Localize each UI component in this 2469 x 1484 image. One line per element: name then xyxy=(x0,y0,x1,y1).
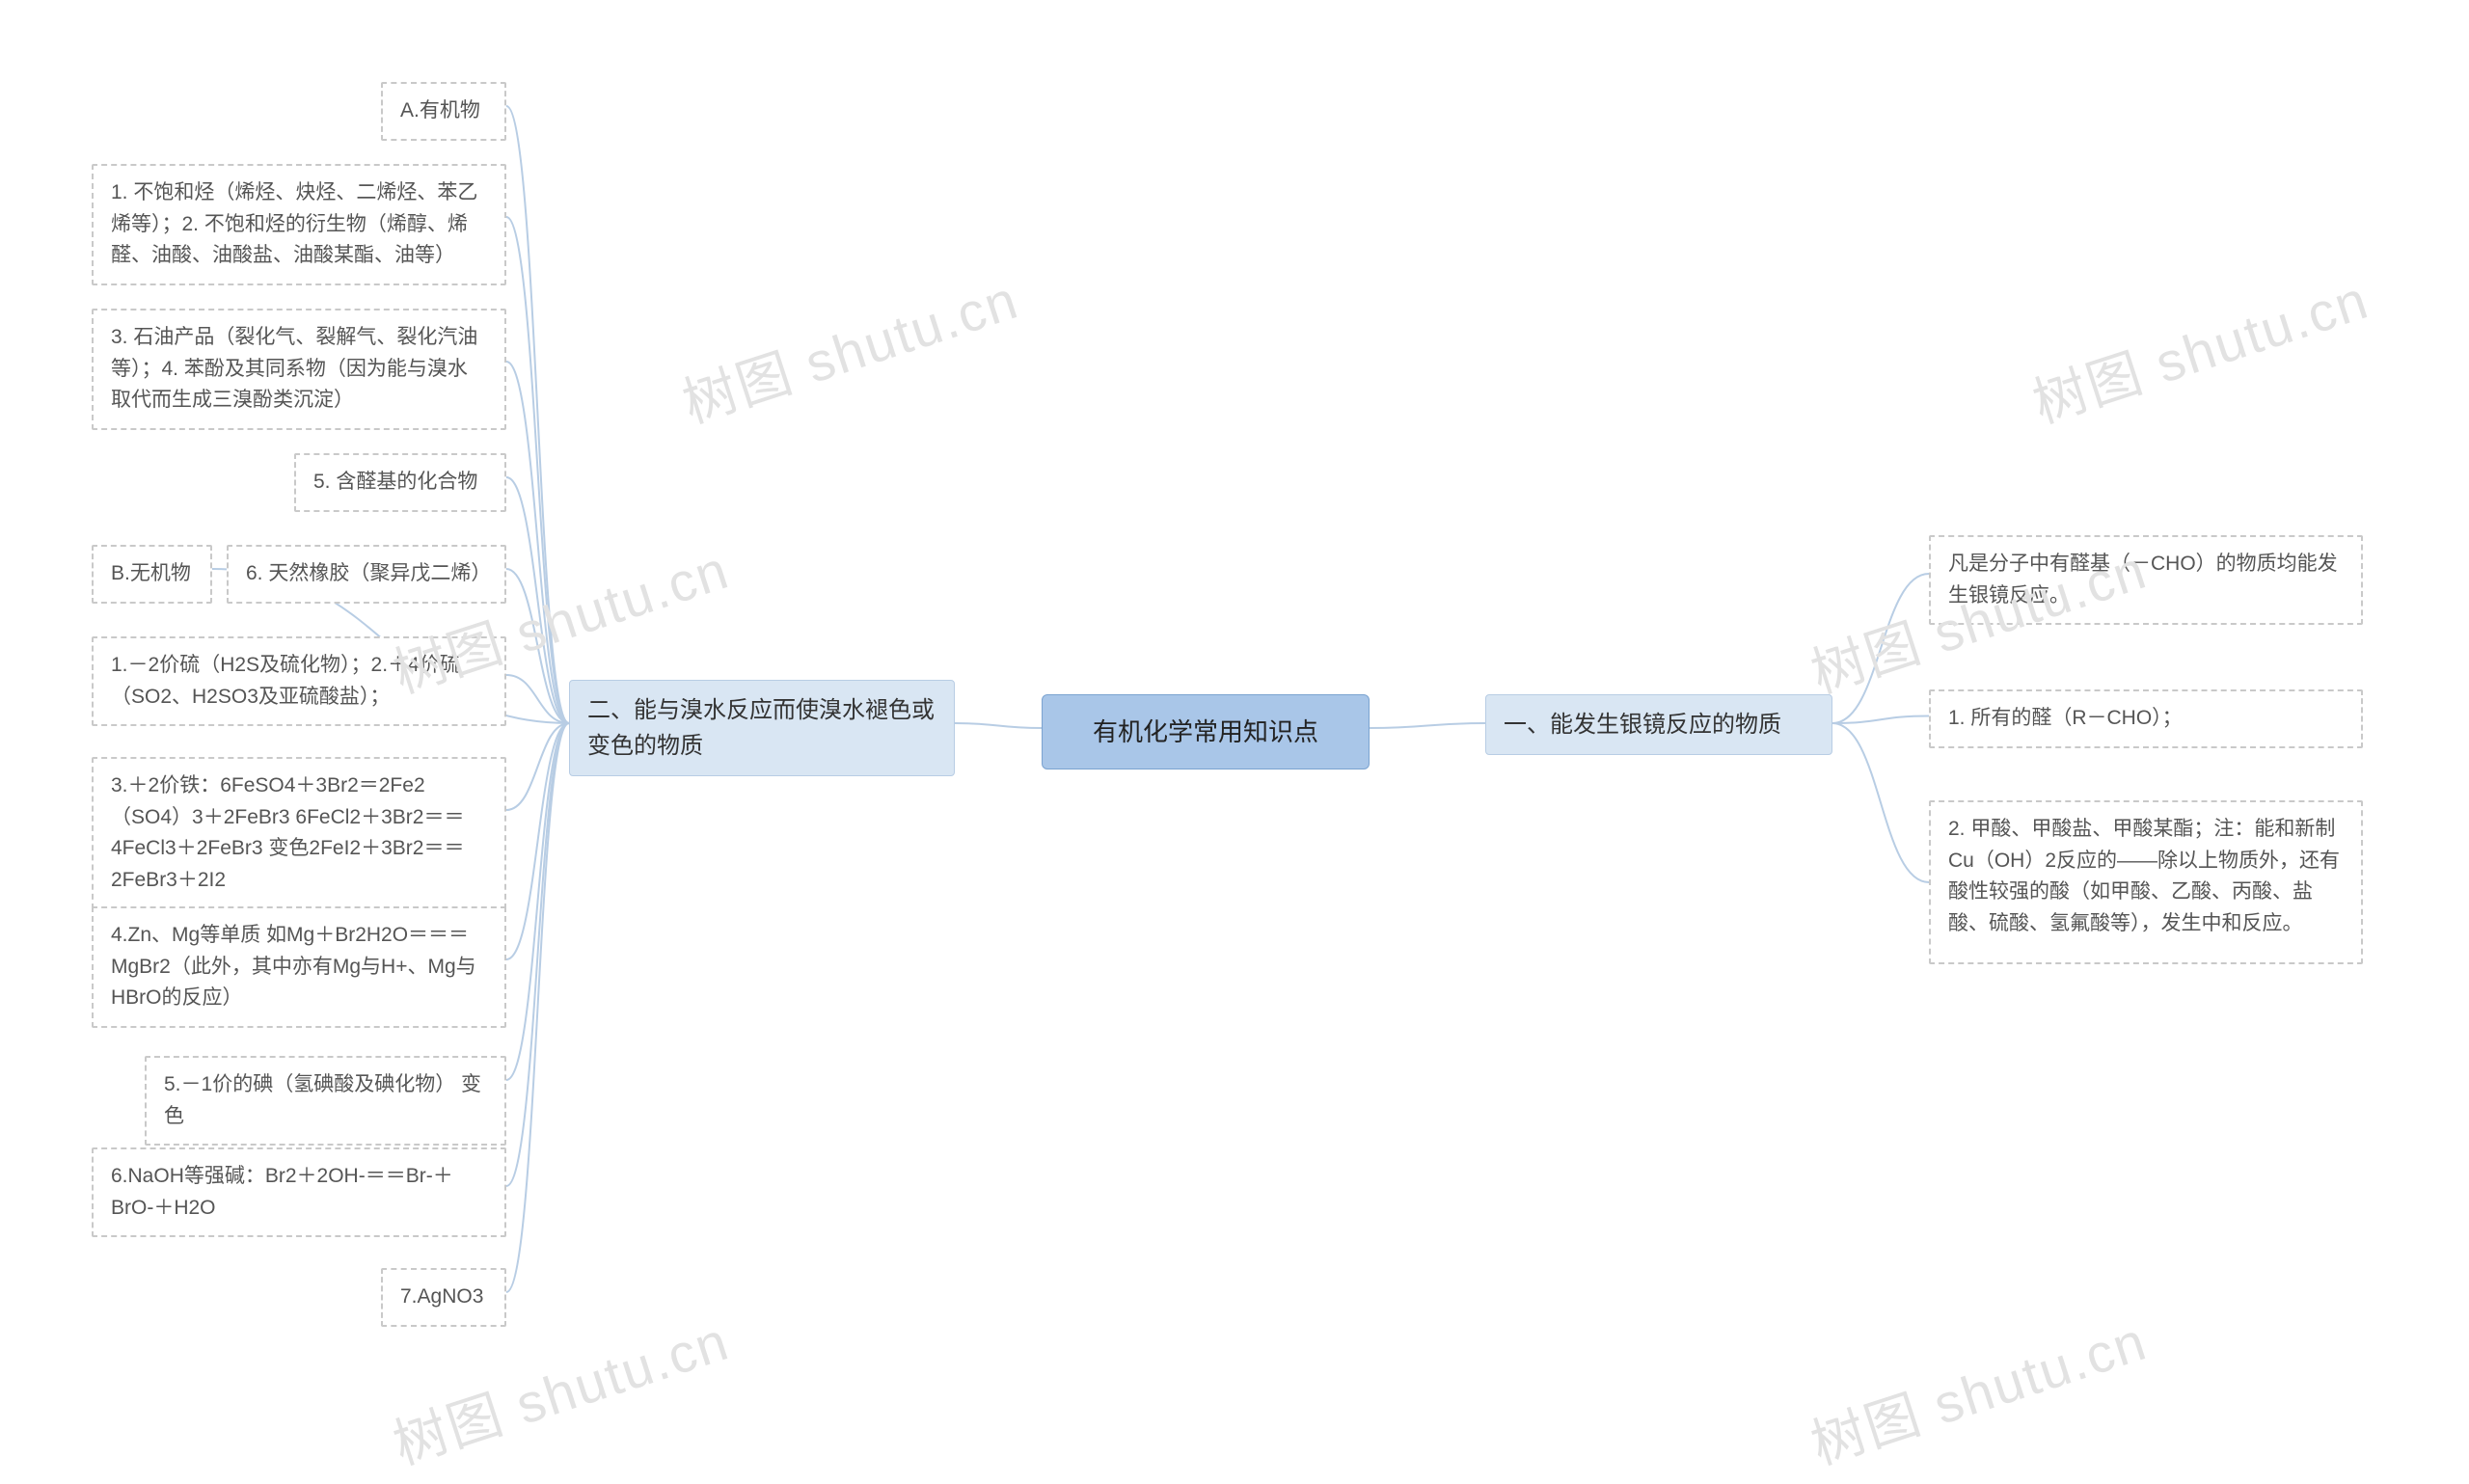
node-b1_1: 凡是分子中有醛基（－CHO）的物质均能发生银镜反应。 xyxy=(1929,535,2363,625)
watermark: 树图 shutu.cn xyxy=(2021,256,2377,439)
node-a3: 5. 含醛基的化合物 xyxy=(294,453,506,512)
node-b1_2: 1. 所有的醛（R－CHO）； xyxy=(1929,689,2363,748)
node-a4: 6. 天然橡胶（聚异戊二烯） xyxy=(227,545,506,604)
edge-root-b1 xyxy=(1370,723,1485,728)
edge-b1-b1_1 xyxy=(1832,574,1929,723)
edge-b2-a3 xyxy=(506,477,569,723)
node-root: 有机化学常用知识点 xyxy=(1042,694,1370,769)
watermark: 树图 shutu.cn xyxy=(1800,1298,2156,1480)
edge-b2-bb6 xyxy=(506,723,569,1292)
node-b1: 一、能发生银镜反应的物质 xyxy=(1485,694,1832,755)
edge-b1-b1_2 xyxy=(1832,716,1929,724)
edge-b2-bb2 xyxy=(506,723,569,810)
node-bb4: 5.－1价的碘（氢碘酸及碘化物） 变色 xyxy=(145,1056,506,1146)
edge-b2-bb5 xyxy=(506,723,569,1186)
edge-b2-bb3 xyxy=(506,723,569,959)
mindmap-canvas: 有机化学常用知识点 一、能发生银镜反应的物质 凡是分子中有醛基（－CHO）的物质均能… xyxy=(0,0,2469,1484)
edge-root-b2 xyxy=(955,723,1042,728)
edge-b2-a1 xyxy=(506,217,569,723)
node-b2_b: B.无机物 xyxy=(92,545,212,604)
watermark: 树图 shutu.cn xyxy=(671,256,1027,439)
node-bb3: 4.Zn、Mg等单质 如Mg＋Br2H2O＝＝＝MgBr2（此外，其中亦有Mg与… xyxy=(92,906,506,1028)
edge-b2-a4 xyxy=(506,569,569,723)
node-bb1: 1.－2价硫（H2S及硫化物）；2.＋4价硫（SO2、H2SO3及亚硫酸盐）； xyxy=(92,636,506,726)
node-bb2: 3.＋2价铁：6FeSO4＋3Br2＝2Fe2（SO4）3＋2FeBr3 6Fe… xyxy=(92,757,506,909)
edge-b2-bb1 xyxy=(506,675,569,723)
edge-b2-bb4 xyxy=(506,723,569,1080)
node-b2: 二、能与溴水反应而使溴水褪色或变色的物质 xyxy=(569,680,955,776)
edge-b1-b1_3 xyxy=(1832,723,1929,882)
node-bb6: 7.AgNO3 xyxy=(381,1268,506,1327)
node-bb5: 6.NaOH等强碱：Br2＋2OH-＝＝Br-＋BrO-＋H2O xyxy=(92,1147,506,1237)
edge-b2-a2 xyxy=(506,362,569,723)
edge-b2-b2_a xyxy=(506,106,569,723)
node-a2: 3. 石油产品（裂化气、裂解气、裂化汽油等）；4. 苯酚及其同系物（因为能与溴水… xyxy=(92,309,506,430)
node-b1_3: 2. 甲酸、甲酸盐、甲酸某酯；注：能和新制Cu（OH）2反应的——除以上物质外，… xyxy=(1929,800,2363,964)
node-b2_a: A.有机物 xyxy=(381,82,506,141)
node-a1: 1. 不饱和烃（烯烃、炔烃、二烯烃、苯乙烯等）；2. 不饱和烃的衍生物（烯醇、烯… xyxy=(92,164,506,285)
